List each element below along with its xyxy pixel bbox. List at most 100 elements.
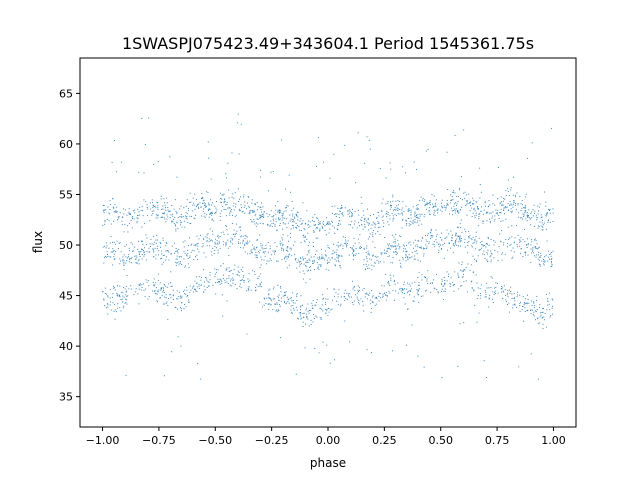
data-point xyxy=(450,199,452,201)
data-point xyxy=(524,251,526,253)
data-point xyxy=(237,241,239,243)
data-point xyxy=(252,211,254,213)
data-point xyxy=(257,206,259,208)
data-point xyxy=(527,216,529,218)
data-point xyxy=(418,208,420,210)
data-point xyxy=(513,200,515,202)
data-point xyxy=(544,191,545,193)
data-point xyxy=(468,203,470,205)
data-point xyxy=(386,211,388,213)
data-point xyxy=(535,256,537,258)
data-point xyxy=(198,207,200,209)
data-point xyxy=(335,292,337,294)
data-point xyxy=(389,248,391,250)
data-point xyxy=(500,288,502,290)
data-point xyxy=(176,255,178,257)
data-point xyxy=(170,302,172,304)
data-point xyxy=(490,250,492,252)
data-point xyxy=(103,205,105,207)
data-point xyxy=(479,167,481,169)
data-point xyxy=(228,271,230,273)
data-point xyxy=(214,276,216,278)
data-point xyxy=(485,293,487,295)
data-point xyxy=(230,240,231,242)
data-point xyxy=(253,219,255,221)
data-point xyxy=(123,260,125,262)
data-point xyxy=(267,224,268,226)
data-point xyxy=(296,227,298,229)
data-point xyxy=(542,224,544,226)
data-point xyxy=(363,264,365,266)
data-point xyxy=(179,297,181,299)
data-point xyxy=(146,281,148,283)
data-point xyxy=(163,302,165,304)
data-point xyxy=(235,232,237,234)
data-point xyxy=(532,209,534,211)
data-point xyxy=(369,299,371,301)
data-point xyxy=(536,247,538,249)
data-point xyxy=(160,242,162,244)
data-point xyxy=(363,310,365,312)
data-point xyxy=(300,306,302,308)
data-point xyxy=(214,212,216,214)
data-point xyxy=(319,308,321,310)
data-point xyxy=(441,278,443,280)
data-point xyxy=(427,202,429,204)
data-point xyxy=(111,161,113,163)
data-point xyxy=(149,220,151,222)
data-point xyxy=(215,207,217,209)
data-point xyxy=(387,200,389,202)
data-point xyxy=(300,305,302,307)
data-point xyxy=(544,260,546,262)
data-point xyxy=(222,274,224,276)
data-point xyxy=(429,214,431,216)
data-point xyxy=(377,211,379,213)
data-point xyxy=(457,226,459,228)
data-point xyxy=(106,218,108,220)
data-point xyxy=(172,298,174,300)
data-point xyxy=(226,204,228,206)
data-point xyxy=(247,196,249,198)
data-point xyxy=(282,215,284,217)
data-point xyxy=(327,223,329,225)
data-point xyxy=(451,237,453,239)
data-point xyxy=(467,241,469,243)
data-point xyxy=(505,299,507,301)
data-point xyxy=(393,245,395,247)
data-point xyxy=(172,215,174,217)
data-point xyxy=(518,239,520,241)
data-point xyxy=(548,292,550,294)
data-point xyxy=(366,208,368,210)
data-point xyxy=(501,259,503,261)
data-point xyxy=(116,211,118,213)
data-point xyxy=(340,243,342,245)
data-point xyxy=(257,250,259,252)
data-point xyxy=(204,289,206,291)
data-point xyxy=(125,294,127,296)
data-point xyxy=(234,216,236,218)
data-point xyxy=(462,276,464,278)
data-point xyxy=(424,276,426,278)
data-point xyxy=(368,223,370,225)
data-point xyxy=(501,204,503,206)
data-point xyxy=(327,307,329,309)
data-point xyxy=(320,266,322,268)
data-point xyxy=(267,251,269,253)
data-point xyxy=(339,223,341,225)
data-point xyxy=(122,292,124,294)
data-point xyxy=(347,243,349,245)
data-point xyxy=(539,316,541,318)
data-point xyxy=(107,295,109,297)
data-point xyxy=(358,225,360,227)
data-point xyxy=(541,229,543,231)
data-point xyxy=(315,304,317,306)
data-point xyxy=(523,215,525,217)
data-point xyxy=(173,242,175,244)
data-point xyxy=(547,260,549,262)
data-point xyxy=(376,298,378,300)
data-point xyxy=(157,254,159,256)
data-point xyxy=(343,296,345,298)
data-point xyxy=(184,240,186,242)
data-point xyxy=(510,208,512,210)
data-point xyxy=(303,312,305,314)
